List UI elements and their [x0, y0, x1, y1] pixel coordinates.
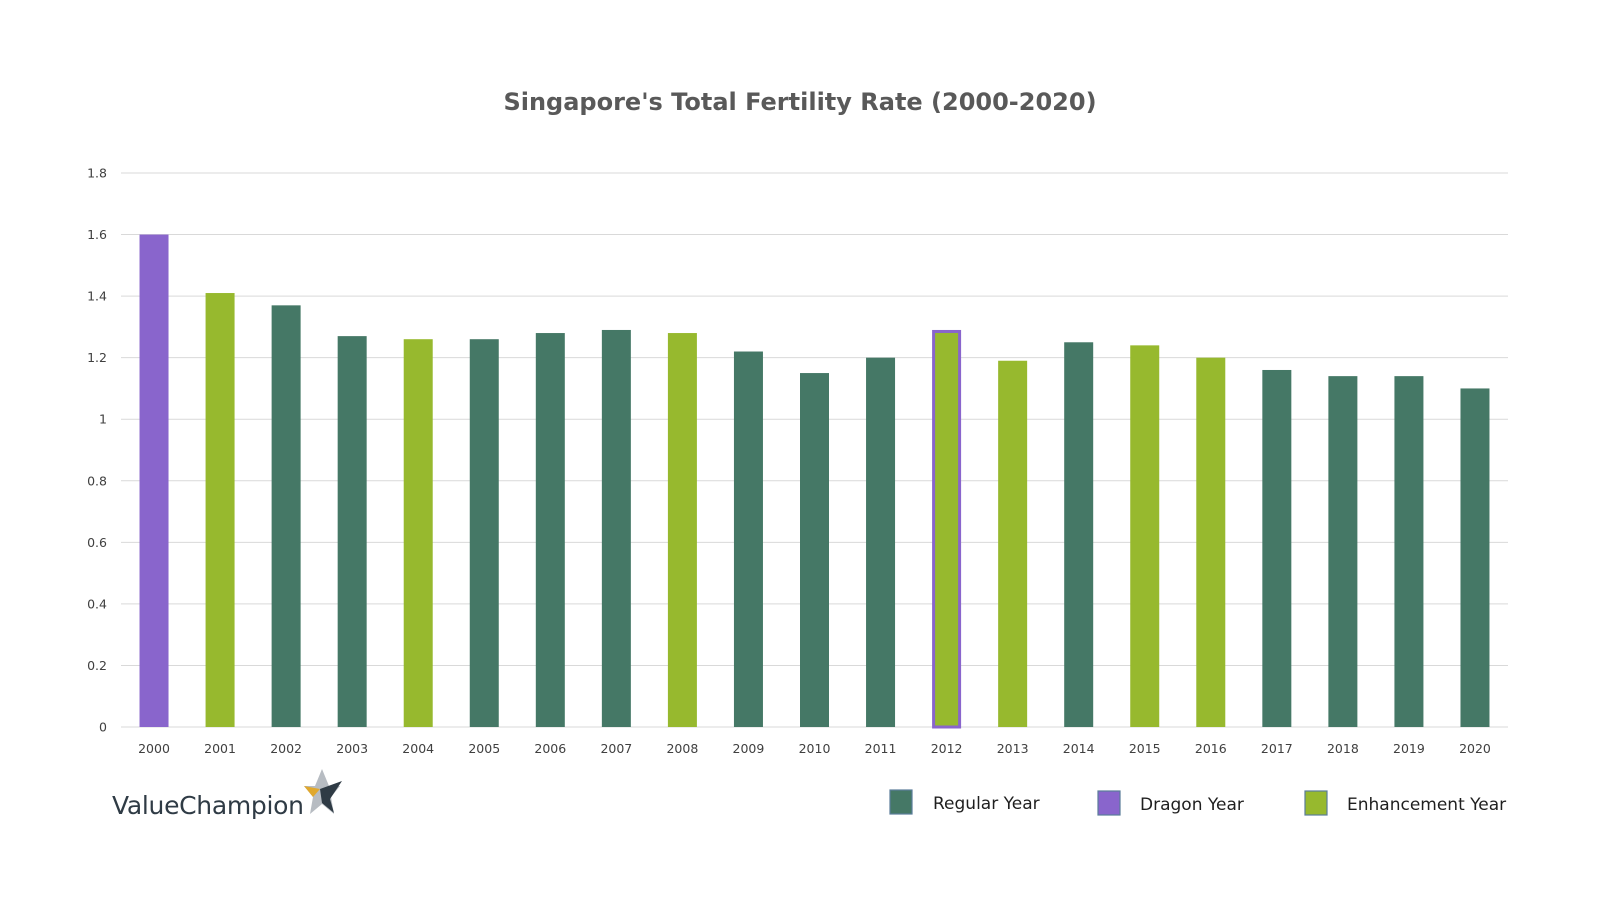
- y-tick-label: 1.8: [87, 166, 107, 181]
- star-icon: [304, 769, 342, 814]
- x-tick-label: 2018: [1327, 741, 1359, 756]
- bar-enhancement-year: [1130, 345, 1160, 727]
- x-tick-label: 2010: [799, 741, 831, 756]
- x-tick-label: 2004: [402, 741, 434, 756]
- legend-label-dragon: Dragon Year: [1140, 795, 1244, 815]
- y-tick-label: 0: [99, 720, 107, 735]
- bar-regular-year: [469, 339, 499, 727]
- bar-enhancement-year: [1196, 357, 1226, 727]
- bar-regular-year: [1328, 376, 1358, 727]
- x-tick-label: 2013: [997, 741, 1029, 756]
- y-tick-label: 0.2: [87, 658, 107, 673]
- bar-regular-year: [535, 333, 565, 727]
- x-tick-label: 2008: [666, 741, 698, 756]
- x-tick-label: 2011: [865, 741, 897, 756]
- y-tick-label: 1.6: [87, 227, 107, 242]
- legend: Regular Year Dragon Year Enhancement Year: [889, 789, 1506, 816]
- bar-regular-year: [1394, 376, 1424, 727]
- y-tick-label: 0.6: [87, 535, 107, 550]
- x-tick-label: 2014: [1063, 741, 1095, 756]
- bar-regular-year: [866, 357, 896, 727]
- y-tick-label: 1.2: [87, 350, 107, 365]
- x-tick-label: 2000: [138, 741, 170, 756]
- bars: [139, 234, 1490, 729]
- bar-enhancement-year: [998, 360, 1028, 727]
- bar-regular-year: [601, 329, 631, 727]
- bar-enhancement-year: [205, 293, 235, 727]
- x-tick-label: 2005: [468, 741, 500, 756]
- bar-enhancement-year: [403, 339, 433, 727]
- y-tick-label: 0.8: [87, 473, 107, 488]
- chart-title: Singapore's Total Fertility Rate (2000-2…: [503, 88, 1096, 116]
- x-tick-label: 2020: [1459, 741, 1491, 756]
- x-tick-label: 2006: [534, 741, 566, 756]
- bar-regular-year: [1064, 342, 1094, 727]
- bar-regular-year: [1262, 369, 1292, 727]
- y-tick-label: 0.4: [87, 596, 107, 611]
- legend-label-regular: Regular Year: [933, 794, 1040, 814]
- bar-regular-year: [1460, 388, 1490, 727]
- legend-swatch-regular: [889, 789, 913, 815]
- brand-name: ValueChampion: [112, 791, 304, 820]
- x-tick-label: 2009: [733, 741, 765, 756]
- legend-swatch-dragon: [1097, 790, 1121, 816]
- x-tick-label: 2019: [1393, 741, 1425, 756]
- x-tick-label: 2017: [1261, 741, 1293, 756]
- y-tick-label: 1: [99, 412, 107, 427]
- bar-regular-year: [733, 351, 763, 727]
- brand-logo: ValueChampion: [112, 769, 342, 820]
- x-tick-label: 2016: [1195, 741, 1227, 756]
- legend-swatch-enhancement: [1304, 790, 1328, 816]
- x-tick-label: 2012: [931, 741, 963, 756]
- bar-dragon-year: [139, 234, 169, 728]
- bar-enhancement-year: [667, 333, 697, 727]
- x-axis: 2000 2001 2002 2003 2004 2005 2006 2007 2008 2009…: [138, 741, 1491, 756]
- x-tick-label: 2001: [204, 741, 236, 756]
- bar-dragon-enhancement-year: [932, 329, 962, 729]
- bar-regular-year: [337, 336, 367, 727]
- x-tick-label: 2015: [1129, 741, 1161, 756]
- y-tick-label: 1.4: [87, 289, 107, 304]
- bar-regular-year: [271, 305, 301, 727]
- x-tick-label: 2007: [600, 741, 632, 756]
- legend-label-enhancement: Enhancement Year: [1347, 795, 1506, 815]
- bar-regular-year: [800, 373, 829, 727]
- x-tick-label: 2002: [270, 741, 302, 756]
- y-axis: 0 0.2 0.4 0.6 0.8 1 1.2 1.4 1.6 1.8: [87, 166, 107, 735]
- x-tick-label: 2003: [336, 741, 368, 756]
